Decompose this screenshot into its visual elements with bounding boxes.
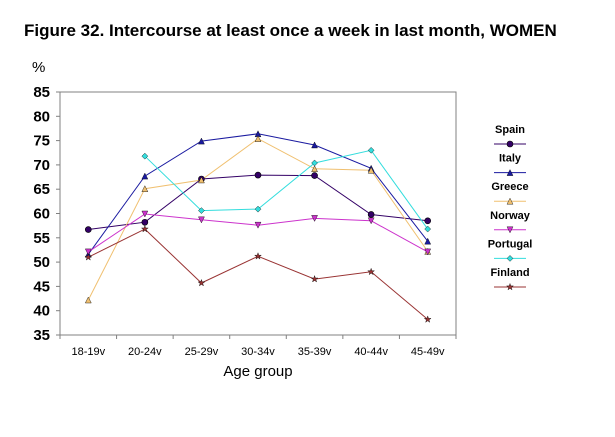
y-tick-label: 70 — [33, 157, 50, 174]
legend-label-spain: Spain — [495, 124, 525, 136]
data-point-finland — [84, 253, 93, 261]
y-tick-label: 55 — [33, 230, 50, 247]
data-point-finland — [367, 267, 376, 276]
x-tick-label: 40-44v — [354, 346, 388, 358]
legend-label-finland: Finland — [490, 267, 529, 279]
series-line-norway — [88, 213, 428, 253]
legend-marker-norway — [506, 226, 514, 234]
legend-marker-spain — [506, 140, 514, 148]
data-point-italy — [311, 141, 318, 149]
x-axis-label: Age group — [223, 363, 292, 380]
legend-label-portugal: Portugal — [488, 238, 533, 250]
x-axis: 18-19v 20-24v 25-29v 30-34v 35-39v 40-44v 45-4… — [59, 335, 457, 358]
data-point-greece — [84, 296, 92, 304]
data-point-spain — [367, 211, 375, 218]
y-axis: 35 40 45 50 55 60 65 70 75 80 85 — [33, 84, 60, 344]
data-point-italy — [141, 172, 149, 180]
data-point-greece — [367, 166, 375, 174]
series-markers — [84, 130, 432, 323]
y-tick-label: 85 — [33, 84, 50, 101]
data-point-norway — [367, 217, 375, 225]
data-point-norway — [254, 221, 262, 229]
data-point-portugal — [424, 225, 431, 233]
legend-marker-finland — [506, 282, 514, 291]
data-point-italy — [424, 237, 432, 245]
data-point-portugal — [198, 207, 205, 214]
x-tick-label: 45-49v — [411, 346, 445, 358]
y-tick-label: 50 — [33, 254, 50, 271]
y-axis-label: % — [32, 59, 45, 76]
data-point-finland — [140, 224, 149, 233]
legend-marker-italy — [506, 169, 514, 176]
data-point-norway — [84, 248, 92, 256]
data-point-spain — [141, 218, 149, 226]
x-tick-label: 35-39v — [298, 346, 332, 358]
data-point-norway — [424, 248, 432, 256]
data-point-italy — [198, 137, 205, 145]
y-tick-label: 45 — [33, 278, 50, 295]
y-tick-label: 65 — [33, 181, 50, 198]
x-tick-label: 18-19v — [71, 346, 105, 358]
data-point-greece — [198, 176, 205, 184]
data-point-portugal — [311, 159, 318, 167]
data-point-norway — [198, 216, 205, 224]
data-point-spain — [311, 172, 318, 179]
y-tick-label: 35 — [33, 327, 50, 344]
x-tick-label: 25-29v — [185, 346, 219, 358]
legend-marker-portugal — [506, 255, 514, 262]
data-point-spain — [84, 226, 92, 233]
data-point-greece — [141, 185, 149, 192]
data-point-finland — [310, 274, 319, 283]
x-tick-label: 30-34v — [241, 346, 275, 358]
data-point-greece — [311, 165, 318, 172]
series-line-finland — [88, 228, 429, 320]
data-point-spain — [424, 217, 432, 225]
y-tick-label: 75 — [33, 133, 50, 150]
legend-marker-greece — [506, 197, 514, 205]
data-point-portugal — [367, 147, 375, 154]
data-point-portugal — [254, 205, 262, 213]
data-point-spain — [254, 171, 262, 179]
x-tick-label: 20-24v — [128, 346, 162, 358]
y-tick-label: 80 — [33, 108, 50, 125]
data-point-portugal — [141, 152, 149, 160]
data-point-finland — [197, 278, 206, 287]
legend-label-norway: Norway — [490, 210, 531, 222]
y-tick-label: 60 — [33, 206, 50, 223]
legend: Spain Italy Greece Norway Portugal Finland — [488, 124, 533, 291]
data-point-finland — [423, 315, 432, 323]
y-tick-label: 40 — [33, 303, 50, 320]
data-point-norway — [311, 215, 318, 222]
plot-area — [59, 91, 457, 336]
data-point-norway — [141, 210, 149, 218]
series-line-greece — [87, 138, 429, 301]
series-line-italy — [87, 133, 429, 255]
data-point-greece — [254, 135, 262, 142]
legend-label-italy: Italy — [499, 153, 522, 165]
series-line-portugal — [144, 149, 429, 230]
data-point-finland — [254, 252, 262, 260]
chart-title: Figure 32. Intercourse at least once a w… — [24, 21, 557, 40]
legend-label-greece: Greece — [491, 181, 528, 193]
